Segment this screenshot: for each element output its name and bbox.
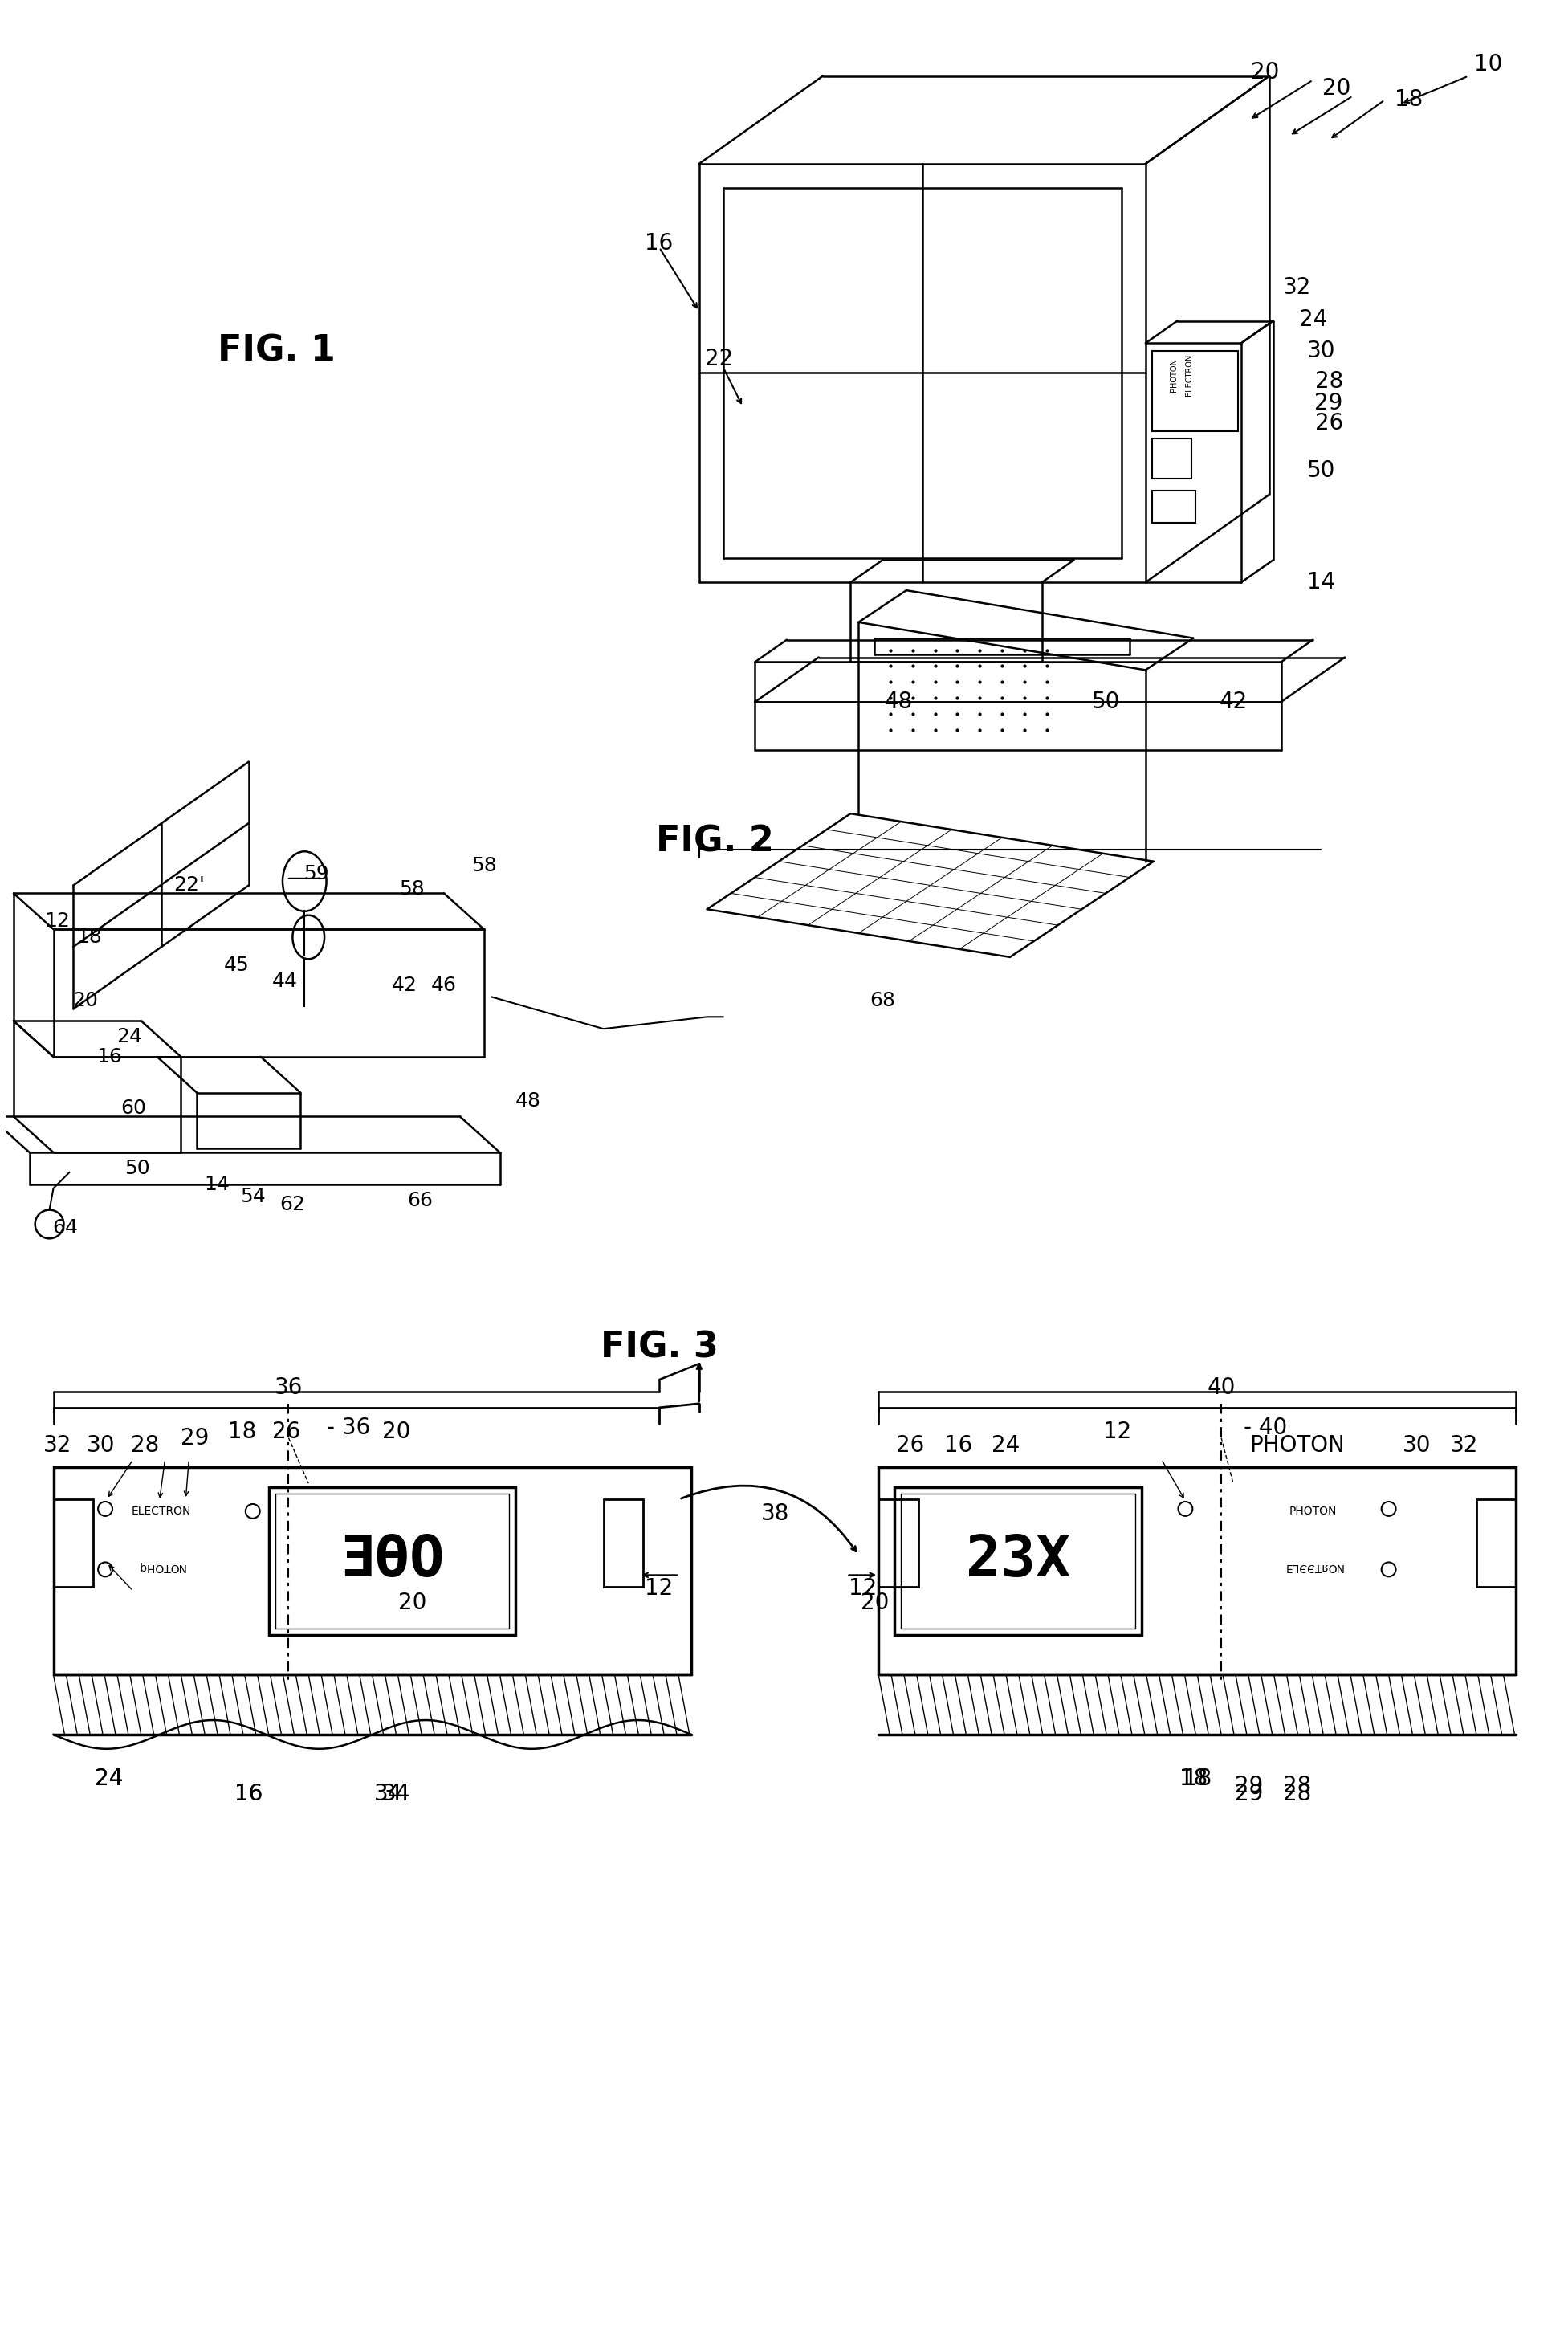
Text: 38: 38 (760, 1502, 789, 1525)
Text: 10: 10 (1474, 54, 1502, 74)
Text: 18: 18 (229, 1420, 257, 1443)
Text: 12: 12 (44, 913, 71, 931)
Text: 29: 29 (1236, 1774, 1264, 1797)
Text: 32: 32 (1450, 1434, 1479, 1457)
Text: 45: 45 (224, 954, 249, 975)
Bar (53, 1499, 93, 1588)
Text: 66: 66 (408, 1190, 433, 1211)
Bar (1152, 491, 1196, 521)
Text: PHOTON: PHOTON (1289, 1506, 1338, 1518)
Text: 16: 16 (944, 1434, 972, 1457)
Text: PHOTON: PHOTON (1170, 359, 1178, 391)
Text: 50: 50 (1091, 691, 1120, 712)
Text: NOTOHq: NOTOHq (136, 1562, 185, 1574)
Bar (878, 1499, 919, 1588)
Text: 48: 48 (514, 1092, 541, 1110)
Text: 22': 22' (174, 875, 204, 894)
Text: 60: 60 (121, 1099, 146, 1117)
Text: 34: 34 (383, 1783, 411, 1807)
Text: 28: 28 (1283, 1774, 1311, 1797)
Bar (274, 1495, 510, 1630)
Text: FIG. 3: FIG. 3 (601, 1332, 718, 1364)
Text: 64: 64 (52, 1218, 78, 1238)
Text: 18: 18 (1184, 1767, 1212, 1790)
Text: 46: 46 (431, 975, 456, 994)
Text: 14: 14 (1306, 570, 1334, 594)
Text: 22: 22 (706, 347, 734, 370)
Text: 30: 30 (1402, 1434, 1430, 1457)
Text: 12: 12 (1104, 1420, 1132, 1443)
Text: 24: 24 (1298, 307, 1327, 331)
Text: 40: 40 (1207, 1376, 1236, 1399)
Text: 68: 68 (870, 992, 895, 1010)
Text: 32: 32 (1283, 277, 1311, 298)
Text: 12: 12 (644, 1578, 673, 1599)
Text: 20: 20 (383, 1420, 411, 1443)
Text: 20: 20 (1251, 61, 1279, 84)
Text: NOяTЭЭLƎ: NOяTЭЭLƎ (1283, 1562, 1342, 1574)
Text: 12: 12 (848, 1578, 877, 1599)
Text: 28: 28 (1314, 370, 1344, 393)
Text: ELECTRON: ELECTRON (132, 1506, 191, 1518)
Text: 18: 18 (1179, 1767, 1207, 1790)
Text: 16: 16 (235, 1783, 263, 1807)
Text: 28: 28 (130, 1434, 160, 1457)
Text: 28: 28 (1283, 1783, 1311, 1807)
Bar (604, 1499, 643, 1588)
Text: 24: 24 (993, 1434, 1021, 1457)
Text: 54: 54 (240, 1187, 265, 1206)
Bar (53, 1467, 691, 1674)
Text: 26: 26 (271, 1420, 301, 1443)
Text: 36: 36 (274, 1376, 303, 1399)
Text: 58: 58 (400, 880, 425, 899)
Text: 48: 48 (884, 691, 913, 712)
Bar (1152, 352, 1239, 431)
Text: PHOTON: PHOTON (1250, 1434, 1345, 1457)
Text: 26: 26 (1314, 412, 1344, 433)
Text: 16: 16 (644, 233, 673, 254)
Text: 30: 30 (86, 1434, 116, 1457)
Text: ƎƟO: ƎƟO (340, 1532, 445, 1588)
Text: 14: 14 (204, 1176, 229, 1194)
Bar (894, 1488, 1142, 1634)
Text: 29: 29 (1314, 391, 1344, 414)
Text: 58: 58 (470, 857, 497, 875)
Text: ELECTRON: ELECTRON (1185, 354, 1193, 396)
Text: 20: 20 (861, 1592, 889, 1613)
Text: FIG. 2: FIG. 2 (655, 824, 775, 859)
Text: 42: 42 (392, 975, 417, 994)
Bar (878, 1467, 1516, 1674)
Text: 26: 26 (897, 1434, 925, 1457)
Text: 29: 29 (180, 1427, 209, 1448)
Text: 18: 18 (1394, 88, 1422, 112)
Text: 50: 50 (1306, 459, 1334, 482)
Bar (268, 1488, 516, 1634)
Text: 34: 34 (375, 1783, 403, 1807)
Text: 44: 44 (271, 971, 298, 992)
Text: 50: 50 (124, 1159, 151, 1178)
Text: 59: 59 (304, 864, 329, 882)
Text: 29: 29 (1236, 1783, 1264, 1807)
Text: 32: 32 (44, 1434, 72, 1457)
Text: 42: 42 (1218, 691, 1248, 712)
Bar (900, 1495, 1135, 1630)
Text: 18: 18 (77, 927, 102, 947)
Text: 62: 62 (279, 1194, 306, 1213)
Text: 24: 24 (116, 1027, 143, 1048)
Text: FIG. 1: FIG. 1 (218, 333, 336, 368)
Text: 20: 20 (398, 1592, 426, 1613)
Text: 24: 24 (96, 1767, 124, 1790)
Text: 24: 24 (96, 1767, 124, 1790)
Text: 16: 16 (235, 1783, 263, 1807)
Text: - 40: - 40 (1243, 1415, 1287, 1439)
Text: 23X: 23X (966, 1532, 1071, 1588)
Text: - 36: - 36 (326, 1415, 370, 1439)
Text: 20: 20 (1323, 77, 1352, 100)
Bar (1152, 440, 1192, 480)
Bar (1477, 1499, 1516, 1588)
Text: 30: 30 (1306, 340, 1334, 363)
Text: 16: 16 (96, 1048, 122, 1066)
Text: 20: 20 (72, 992, 99, 1010)
